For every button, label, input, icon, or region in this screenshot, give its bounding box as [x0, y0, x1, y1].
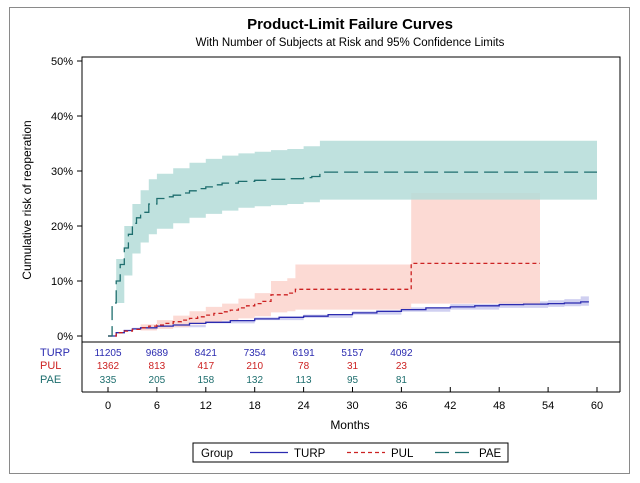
legend-entry-pul: PUL — [391, 448, 414, 460]
x-tick-label: 12 — [200, 400, 212, 412]
y-tick-label: 20% — [51, 221, 73, 233]
at-risk-value: 417 — [197, 361, 214, 372]
x-tick-label: 24 — [297, 400, 309, 412]
chart-subtitle: With Number of Subjects at Risk and 95% … — [196, 37, 505, 49]
at-risk-value: 205 — [149, 375, 166, 386]
y-tick-label: 0% — [57, 331, 73, 343]
confidence-bands — [108, 140, 597, 336]
curve-pul — [108, 262, 540, 337]
at-risk-label-turp: TURP — [40, 347, 70, 359]
y-axis-label: Cumulative risk of reoperation — [20, 120, 34, 279]
at-risk-value: 4092 — [390, 348, 413, 359]
x-tick-label: 0 — [105, 400, 111, 412]
legend-entry-turp: TURP — [294, 448, 326, 460]
x-tick-label: 42 — [444, 400, 456, 412]
at-risk-value: 7354 — [244, 348, 267, 359]
at-risk-value: 132 — [246, 375, 263, 386]
x-tick-label: 36 — [395, 400, 407, 412]
at-risk-value: 210 — [246, 361, 263, 372]
at-risk-label-pae: PAE — [40, 374, 61, 386]
legend: Group TURP PUL PAE — [192, 442, 509, 463]
x-tick-label: 48 — [493, 400, 505, 412]
x-tick-label: 54 — [542, 400, 554, 412]
x-tick-label: 6 — [154, 400, 160, 412]
at-risk-value: 81 — [396, 375, 408, 386]
x-tick-label: 18 — [249, 400, 261, 412]
at-risk-value: 78 — [298, 361, 310, 372]
at-risk-value: 31 — [347, 361, 359, 372]
x-axis: 0 6 12 18 24 30 36 42 48 54 60 — [81, 57, 621, 412]
at-risk-value: 23 — [396, 361, 408, 372]
y-tick-label: 30% — [51, 166, 73, 178]
at-risk-value: 9689 — [146, 348, 169, 359]
at-risk-value: 813 — [149, 361, 166, 372]
y-axis: 0% 10% 20% 30% 40% 50% — [51, 56, 82, 343]
chart-title: Product-Limit Failure Curves — [247, 16, 453, 33]
at-risk-value: 95 — [347, 375, 359, 386]
at-risk-value: 6191 — [292, 348, 315, 359]
at-risk-value: 1362 — [97, 361, 120, 372]
curve-pae — [108, 171, 597, 337]
x-axis-label: Months — [330, 418, 369, 432]
legend-title: Group — [201, 448, 233, 460]
y-tick-label: 40% — [51, 111, 73, 123]
at-risk-value: 158 — [197, 375, 214, 386]
at-risk-table: TURP 11205 9689 8421 7354 6191 5157 4092 PUL 1362… — [40, 347, 413, 386]
legend-entry-pae: PAE — [479, 448, 501, 460]
at-risk-value: 113 — [296, 375, 312, 386]
at-risk-value: 8421 — [195, 348, 218, 359]
at-risk-label-pul: PUL — [40, 360, 61, 372]
x-tick-label: 60 — [591, 400, 603, 412]
at-risk-value: 5157 — [341, 348, 364, 359]
y-tick-label: 50% — [51, 56, 73, 68]
failure-curves — [108, 171, 597, 337]
y-tick-label: 10% — [51, 276, 73, 288]
band-pul — [108, 193, 540, 336]
band-pae — [108, 140, 597, 336]
at-risk-value: 335 — [100, 375, 117, 386]
at-risk-value: 11205 — [94, 348, 122, 359]
x-tick-label: 30 — [346, 400, 358, 412]
